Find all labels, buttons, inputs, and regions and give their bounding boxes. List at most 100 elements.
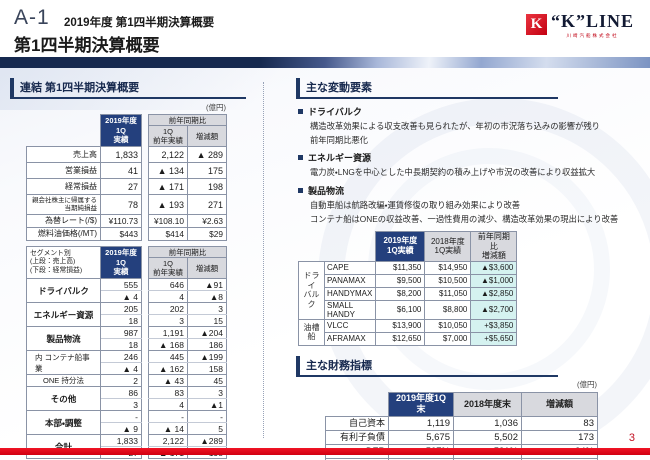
cell: - bbox=[100, 410, 142, 423]
segment-label: エネルギー資源 bbox=[26, 302, 101, 327]
table-row: ONE 持分法 2 ▲ 43 45 bbox=[26, 374, 227, 387]
cell: 1,191 bbox=[148, 326, 188, 339]
kline-brand-text: “K”LINE bbox=[550, 11, 634, 31]
cell: 5,675 bbox=[388, 430, 454, 446]
header-2018: 2018年度末 bbox=[453, 391, 522, 418]
spacer bbox=[142, 115, 149, 241]
cell: 445 bbox=[148, 350, 188, 363]
table-row: AFRAMAX $12,650 $7,000 +$5,650 bbox=[299, 331, 518, 346]
kline-logo-text-wrap: “K”LINE 川崎汽船株式会社 bbox=[551, 11, 634, 39]
bottom-red-bar bbox=[0, 448, 650, 455]
cell: $13,900 bbox=[375, 318, 426, 333]
table-row: 2019年度 1Q実績 2018年度 1Q実績 前年同期比 増減額 bbox=[299, 230, 518, 262]
left-unit-label: (億円) bbox=[206, 103, 226, 112]
cell: ▲91 bbox=[187, 278, 227, 291]
row-label: 売上高 bbox=[26, 146, 101, 163]
cell: 2,122 bbox=[148, 434, 188, 447]
cell: ▲ 171 bbox=[148, 178, 188, 195]
kline-logo: K “K”LINE 川崎汽船株式会社 bbox=[525, 11, 634, 39]
table-row: 1Q 前年実績 増減額 bbox=[27, 125, 227, 147]
segment-label: ドライバルク bbox=[26, 278, 101, 303]
kline-logo-k-icon: K bbox=[525, 14, 547, 35]
table-row: ▲ 4 ▲ 162 158 bbox=[27, 362, 227, 375]
cell: 987 bbox=[100, 326, 142, 339]
segment-label: その他 bbox=[26, 386, 101, 411]
factor-line: 構造改革効果による収支改善も見られたが、年初の市況落ち込みの影響が残り bbox=[310, 121, 600, 131]
factor-heading: 製品物流 bbox=[298, 184, 644, 197]
vessel-type: HANDYMAX bbox=[323, 286, 377, 301]
cell: 555 bbox=[100, 278, 142, 291]
cell: ▲289 bbox=[187, 434, 227, 447]
table-row: 油槽船 VLCC $13,900 $10,050 +$3,850 bbox=[298, 318, 518, 346]
cell: ▲ 134 bbox=[148, 162, 188, 179]
pl-summary-table: 2019年度 1Q 実績 前年同期比 1Q 前年実績 増減額 売上高 1,833… bbox=[26, 114, 227, 241]
corner-cell bbox=[326, 392, 389, 416]
cell: ▲ 9 bbox=[100, 422, 142, 435]
segment-table: セグメント別 (上段：売上高) (下段：経常損益) 2019年度 1Q 実績 前… bbox=[26, 246, 227, 459]
table-row: 為替レート(/$) ¥110.73 ¥108.10 ¥2.63 bbox=[26, 214, 227, 228]
cell: 78 bbox=[100, 194, 142, 215]
indicators-section-title: 主な財務指標 bbox=[296, 355, 558, 377]
header-2019: 2019年度 1Q実績 bbox=[375, 230, 426, 262]
cell: ▲ 168 bbox=[148, 338, 188, 351]
cell: 646 bbox=[148, 278, 188, 291]
cell: 1,833 bbox=[100, 434, 142, 447]
table-row: セグメント別 (上段：売上高) (下段：経常損益) 2019年度 1Q 実績 前… bbox=[26, 246, 227, 279]
cell: ▲$1,000 bbox=[470, 273, 518, 288]
vessel-type: SMALL HANDY bbox=[323, 299, 377, 320]
header-change: 増減額 bbox=[521, 391, 598, 418]
cell: $10,500 bbox=[424, 273, 472, 288]
cell: 6% bbox=[521, 458, 598, 460]
market-rates-table: 2019年度 1Q実績 2018年度 1Q実績 前年同期比 増減額 ドライ バル… bbox=[298, 230, 518, 346]
factors-section-title: 主な変動要素 bbox=[296, 78, 558, 99]
table-row: 18 ▲ 168 186 bbox=[27, 338, 227, 351]
header-actual: 2019年度 1Q 実績 bbox=[100, 246, 142, 279]
cell: $8,200 bbox=[375, 286, 426, 301]
cell: 3 bbox=[100, 398, 142, 411]
segment-label: ONE 持分法 bbox=[26, 374, 101, 387]
cell: $11,350 bbox=[375, 260, 426, 275]
cell: 198 bbox=[187, 178, 227, 195]
factor-line: 自動車船は航路改編・運賃修復の取り組み効果により改善 bbox=[310, 199, 521, 210]
table-row: 有利子負債 5,675 5,502 173 bbox=[325, 430, 598, 446]
cell: 173 bbox=[521, 430, 598, 446]
cell: $7,000 bbox=[424, 331, 472, 346]
header-2018: 2018年度 1Q実績 bbox=[424, 230, 472, 262]
cell: 246 bbox=[100, 350, 142, 363]
header-change: 前年同期比 増減額 bbox=[470, 230, 518, 262]
slide-subtitle: 2019年度 第1四半期決算概要 bbox=[64, 17, 215, 29]
segment-label: 製品物流 bbox=[26, 326, 101, 351]
cell: 1,833 bbox=[100, 146, 142, 163]
table-row: 親会社株主に帰属する 当期純損益 78 ▲ 193 271 bbox=[26, 194, 227, 215]
header-prev: 1Q 前年実績 bbox=[148, 257, 188, 279]
cell: 45 bbox=[187, 374, 227, 387]
cell: ▲ 162 bbox=[148, 362, 188, 375]
factor-heading: ドライバルク bbox=[298, 105, 644, 118]
segment-label: 本部・調整 bbox=[26, 410, 101, 435]
slide-code: A-1 bbox=[14, 6, 50, 29]
cell: 86 bbox=[100, 386, 142, 399]
cell: 158 bbox=[187, 362, 227, 375]
cell: 205 bbox=[100, 302, 142, 315]
row-label: 親会社株主に帰属する 当期純損益 bbox=[26, 194, 101, 215]
cell: ▲ 14 bbox=[148, 422, 188, 435]
factors-list: ドライバルク 構造改革効果による収支改善も見られたが、年初の市況落ち込みの影響が… bbox=[298, 105, 644, 225]
cell: 41 bbox=[100, 162, 142, 179]
cell: 1,036 bbox=[453, 416, 522, 432]
header-yoy-group: 前年同期比 bbox=[148, 246, 227, 258]
right-panel: 主な変動要素 ドライバルク 構造改革効果による収支改善も見られたが、年初の市況落… bbox=[296, 78, 644, 460]
page-number: 3 bbox=[628, 432, 635, 444]
left-panel: 連結 第1四半期決算概要 (億円) 2019年度 1Q 実績 前年同期比 1Q … bbox=[10, 78, 260, 459]
cell: 4 bbox=[148, 398, 188, 411]
cell: $10,050 bbox=[424, 318, 472, 333]
table-row: 内 コンテナ船事業 246 445 ▲199 bbox=[26, 350, 227, 375]
cell: ¥108.10 bbox=[148, 214, 188, 228]
table-row: NET DER 399% 393% 6% bbox=[325, 458, 598, 460]
cell: 202 bbox=[148, 302, 188, 315]
cell: ▲ 193 bbox=[148, 194, 188, 215]
cell: 186 bbox=[187, 338, 227, 351]
cell: 2,122 bbox=[148, 146, 188, 163]
cell: 5 bbox=[187, 422, 227, 435]
row-label: 自己資本 bbox=[325, 416, 389, 432]
